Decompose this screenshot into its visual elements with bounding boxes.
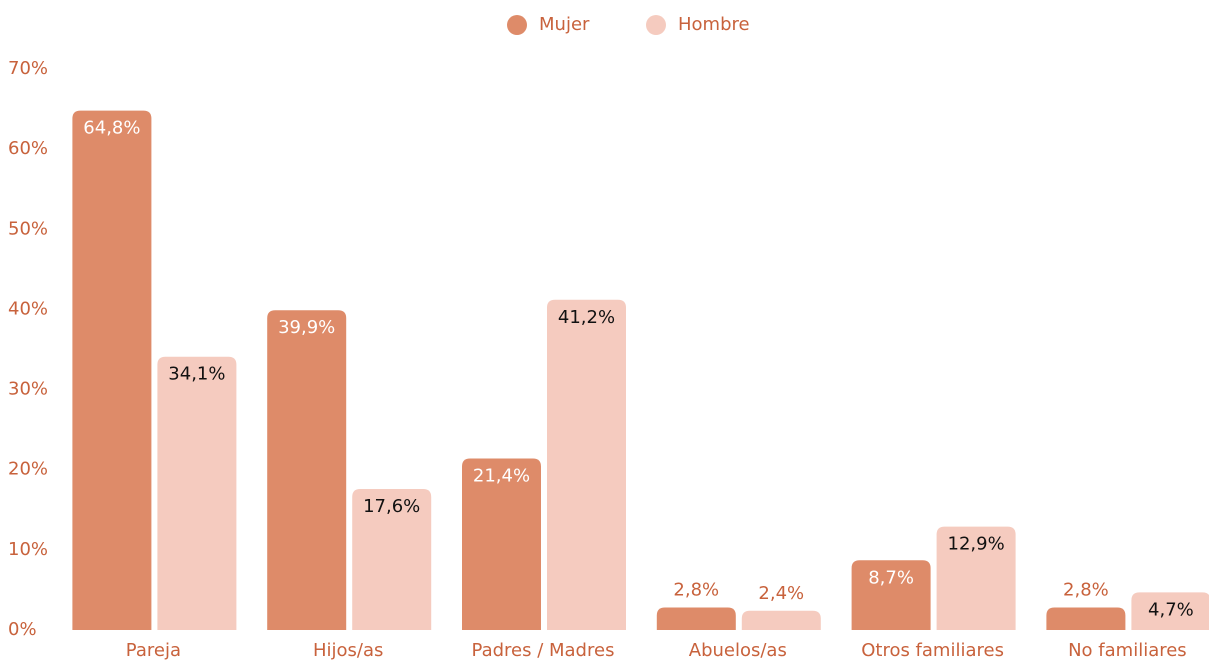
y-tick-label: 20% — [8, 459, 48, 480]
x-tick-label: Otros familiares — [861, 640, 1004, 661]
y-tick-label: 70% — [8, 58, 48, 79]
bar — [157, 356, 237, 630]
value-label: 8,7% — [868, 567, 914, 588]
value-label: 4,7% — [1148, 599, 1194, 620]
x-tick-label: Pareja — [126, 640, 181, 661]
value-label: 34,1% — [168, 364, 225, 385]
value-label: 12,9% — [948, 534, 1005, 555]
bar — [267, 310, 347, 630]
legend-label: Hombre — [678, 14, 750, 35]
bar — [851, 560, 931, 630]
y-tick-label: 50% — [8, 218, 48, 239]
legend-label: Mujer — [539, 14, 590, 35]
x-tick-label: Abuelos/as — [689, 640, 787, 661]
y-tick-label: 40% — [8, 298, 48, 319]
legend-swatch — [507, 15, 527, 35]
value-label: 2,4% — [758, 583, 804, 604]
bar — [656, 607, 736, 630]
x-tick-label: No familiares — [1068, 640, 1187, 661]
y-tick-label: 30% — [8, 379, 48, 400]
bar — [1046, 607, 1126, 630]
bar — [936, 526, 1016, 630]
bar — [72, 110, 152, 630]
legend-swatch — [646, 15, 666, 35]
value-label: 41,2% — [558, 307, 615, 328]
bar — [547, 299, 626, 630]
x-tick-label: Padres / Madres — [472, 640, 615, 661]
bar — [741, 610, 821, 630]
value-label: 21,4% — [473, 465, 530, 486]
x-tick-label: Hijos/as — [313, 640, 383, 661]
bar — [462, 458, 541, 630]
value-label: 39,9% — [278, 317, 335, 338]
bar — [352, 488, 432, 630]
value-label: 17,6% — [363, 496, 420, 517]
bar — [1131, 592, 1209, 630]
value-label: 2,8% — [673, 580, 719, 601]
y-tick-label: 0% — [8, 619, 37, 640]
value-label: 2,8% — [1063, 580, 1109, 601]
y-tick-label: 10% — [8, 539, 48, 560]
y-tick-label: 60% — [8, 138, 48, 159]
value-label: 64,8% — [83, 118, 140, 139]
